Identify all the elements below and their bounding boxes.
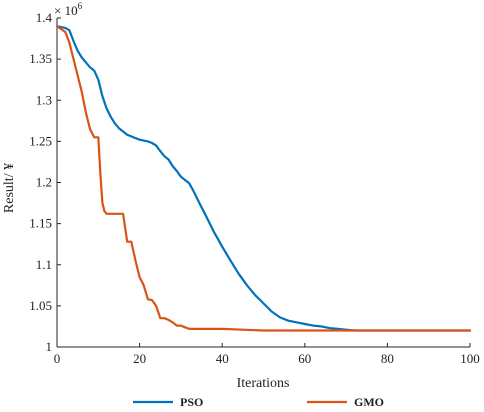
legend: PSO GMO — [133, 395, 384, 409]
y-tick-label: 1.2 — [36, 175, 52, 190]
x-tick-label: 20 — [133, 351, 146, 366]
legend-label-gmo: GMO — [354, 395, 384, 409]
x-tick-label: 0 — [54, 351, 61, 366]
y-axis-label: Result/ ¥ — [2, 163, 17, 213]
y-tick-label: 1.05 — [29, 298, 52, 313]
series-lines — [55, 25, 472, 332]
x-tick-label: 100 — [460, 351, 480, 366]
x-tick-label: 40 — [216, 351, 229, 366]
series-line-gmo — [55, 25, 472, 332]
axes: 0 20 40 60 80 100 1 1.05 1.1 1.15 1.2 1.25 1.3 1.35 1.… — [29, 10, 480, 366]
y-tick-label: 1.3 — [36, 92, 52, 107]
y-tick-label: 1.1 — [36, 257, 52, 272]
y-tick-label: 1 — [46, 339, 53, 354]
y-exponent-base: × 10 — [54, 3, 78, 18]
series-line-pso — [55, 25, 472, 332]
y-tick-label: 1.35 — [29, 51, 52, 66]
y-exponent-power: 6 — [78, 1, 83, 11]
x-tick-label: 60 — [298, 351, 311, 366]
y-tick-label: 1.4 — [36, 10, 53, 25]
y-tick-label: 1.25 — [29, 133, 52, 148]
legend-label-pso: PSO — [180, 395, 203, 409]
x-axis-label: Iterations — [237, 376, 290, 391]
y-tick-label: 1.15 — [29, 216, 52, 231]
y-exponent-label: × 106 — [54, 1, 83, 18]
x-tick-label: 80 — [381, 351, 394, 366]
